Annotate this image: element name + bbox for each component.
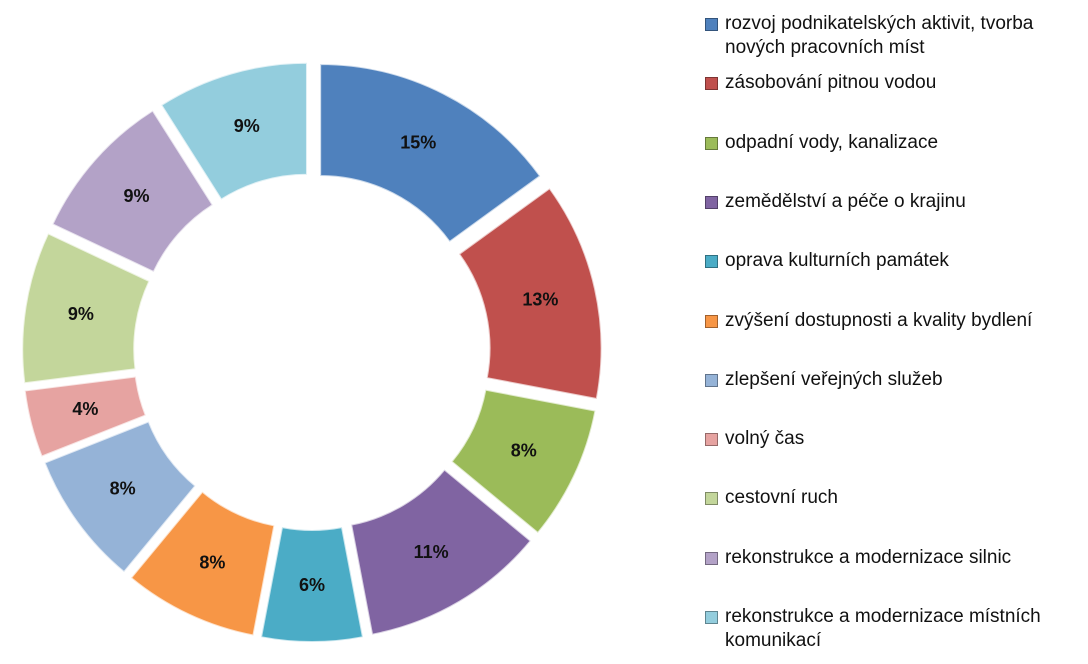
legend-swatch [705, 18, 718, 31]
slice-label: 6% [299, 575, 325, 595]
legend-label: rozvoj podnikatelských aktivit, tvorba n… [725, 13, 1034, 58]
legend-item: zemědělství a péče o krajinu [705, 190, 1085, 214]
legend-swatch [705, 433, 718, 447]
donut-slice [349, 468, 533, 636]
slice-label: 11% [414, 542, 449, 562]
chart: 15% 13% 8% 11% 6% 8% 8% 4% 9% 9% 9% [21, 61, 603, 643]
legend-swatch [705, 77, 718, 91]
donut-slice [21, 232, 151, 385]
donut-slice [457, 186, 603, 401]
slice-label: 9% [123, 186, 149, 206]
slice-label: 8% [199, 552, 225, 572]
donut-slice [23, 375, 148, 458]
donut-slice [51, 109, 215, 274]
legend-item: cestovní ruch [705, 486, 1085, 510]
slice-label: 9% [234, 116, 260, 136]
legend-label: zásobování pitnou vodou [725, 72, 937, 94]
legend-swatch [705, 314, 718, 328]
legend-label: rekonstrukce a modernizace silnic [725, 546, 1012, 568]
donut-slice [129, 490, 276, 637]
slice-label: 9% [68, 304, 94, 324]
legend-label: zvýšení dostupnosti a kvality bydlení [725, 309, 1033, 331]
donut-slice [319, 62, 542, 244]
slice-label: 8% [511, 440, 537, 460]
legend-item: oprava kulturních památek [705, 249, 1085, 273]
legend-label: zemědělství a péče o krajinu [725, 190, 966, 212]
donut-slice [159, 61, 308, 202]
legend-item: rekonstrukce a modernizace silnic [705, 546, 1085, 570]
legend-swatch [705, 195, 718, 209]
legend-swatch [705, 611, 718, 624]
legend-item: rekonstrukce a modernizace místních komu… [705, 605, 1085, 653]
legend-item: volný čas [705, 427, 1085, 451]
legend-label: odpadní vody, kanalizace [725, 131, 939, 153]
donut-slice [43, 420, 197, 574]
legend-label: rekonstrukce a modernizace místních komu… [725, 606, 1041, 651]
legend-swatch [705, 551, 718, 565]
slice-label: 8% [110, 478, 136, 498]
legend-label: volný čas [725, 428, 805, 450]
legend-item: rozvoj podnikatelských aktivit, tvorba n… [705, 12, 1085, 60]
slice-label: 13% [522, 290, 558, 310]
legend-swatch [705, 492, 718, 506]
slice-label: 4% [72, 399, 98, 419]
slice-label: 15% [400, 132, 436, 152]
legend-swatch [705, 373, 718, 387]
donut-slice [259, 525, 365, 643]
legend-item: zásobování pitnou vodou [705, 71, 1085, 95]
legend-label: zlepšení veřejných služeb [725, 368, 943, 390]
donut-slice [450, 388, 597, 535]
legend-item: zlepšení veřejných služeb [705, 368, 1085, 392]
legend-label: oprava kulturních památek [725, 250, 949, 272]
legend-item: zvýšení dostupnosti a kvality bydlení [705, 309, 1085, 333]
legend-swatch [705, 136, 718, 150]
legend-label: cestovní ruch [725, 487, 838, 509]
legend-swatch [705, 255, 718, 269]
legend-item: odpadní vody, kanalizace [705, 131, 1085, 155]
